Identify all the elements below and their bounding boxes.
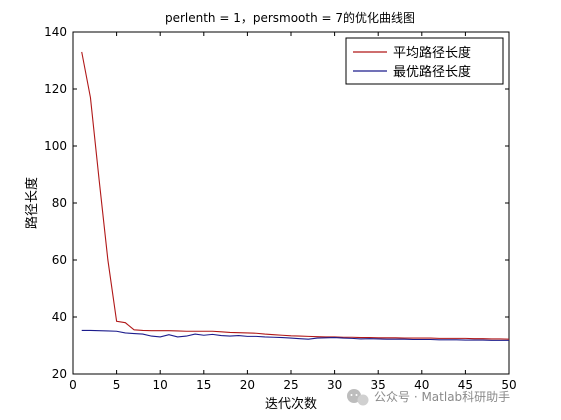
x-tick-label: 15 — [196, 378, 211, 392]
x-tick-label: 20 — [240, 378, 255, 392]
y-tick-label: 20 — [52, 367, 67, 381]
x-tick-label: 50 — [501, 378, 516, 392]
y-tick-label: 60 — [52, 253, 67, 267]
x-axis-title: 迭代次数 — [265, 396, 317, 412]
x-tick-label: 30 — [327, 378, 342, 392]
legend-label-best: 最优路径长度 — [393, 64, 471, 80]
x-tick-label: 10 — [153, 378, 168, 392]
plot-area — [72, 31, 510, 375]
x-tick-label: 0 — [69, 378, 77, 392]
x-tick-label: 25 — [283, 378, 298, 392]
y-axis: 20 40 60 80 100 120 140 — [44, 25, 509, 381]
chart-title: perlenth = 1，persmooth = 7的优化曲线图 — [165, 10, 415, 25]
series-line-best — [81, 329, 509, 341]
x-tick-label: 45 — [458, 378, 473, 392]
y-tick-label: 120 — [44, 82, 67, 96]
y-tick-label: 80 — [52, 196, 67, 210]
x-axis: 0 5 10 15 20 25 30 35 40 45 50 — [69, 32, 517, 392]
x-tick-label: 40 — [414, 378, 429, 392]
watermark-text: 公众号 · Matlab科研助手 — [374, 390, 510, 404]
legend-label-average: 平均路径长度 — [393, 45, 471, 61]
wechat-icon — [347, 389, 369, 406]
series-line-average — [81, 51, 510, 340]
y-axis-title: 路径长度 — [24, 177, 40, 229]
watermark: 公众号 · Matlab科研助手 — [347, 389, 510, 406]
x-tick-label: 35 — [371, 378, 386, 392]
legend-box — [345, 37, 504, 85]
y-tick-label: 100 — [44, 139, 67, 153]
y-tick-label: 140 — [44, 25, 67, 39]
legend: 平均路径长度 最优路径长度 — [345, 37, 504, 85]
series-layer — [81, 51, 510, 341]
y-tick-label: 40 — [52, 310, 67, 324]
x-tick-label: 5 — [113, 378, 121, 392]
